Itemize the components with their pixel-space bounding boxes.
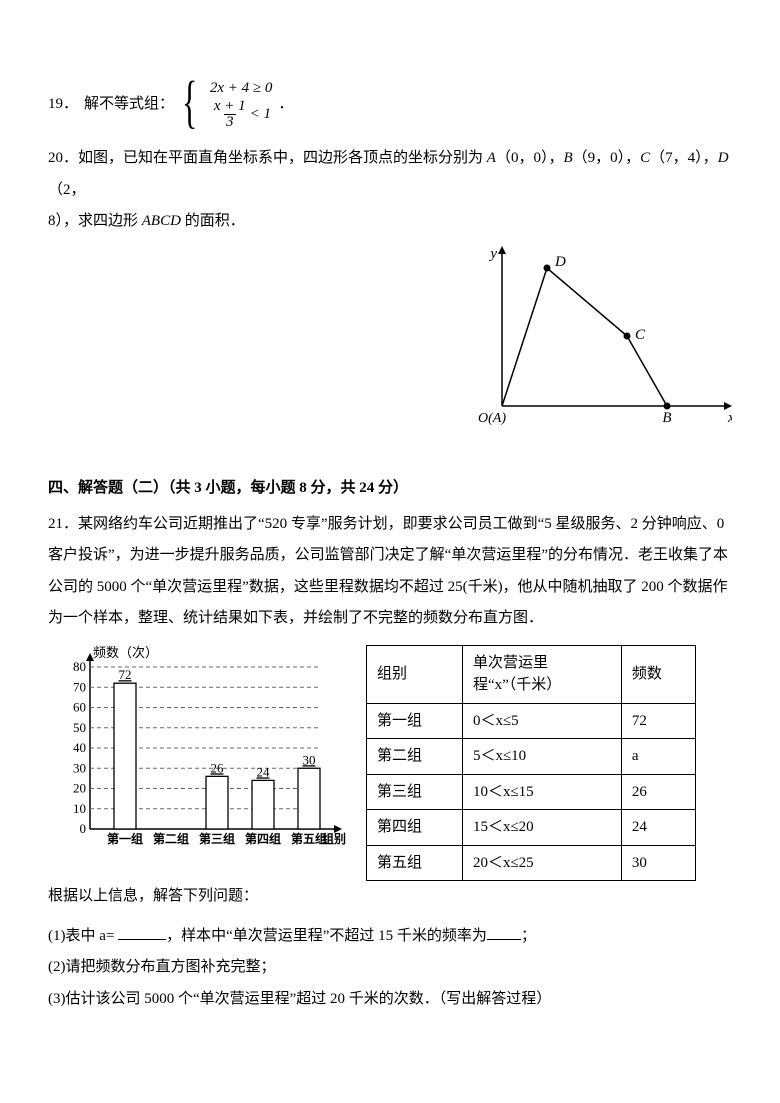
question-21: 21．某网络约车公司近期推出了“520 专享”服务计划，即要求公司员工做到“5 … bbox=[48, 509, 732, 1016]
system-rows: 2x + 4 ≥ 0 x + 1 3 < 1 bbox=[210, 75, 273, 133]
sub-q1-c: ； bbox=[521, 928, 536, 944]
coordinate-figure: y x D C O(A) B bbox=[472, 246, 732, 436]
table-cell: 15＜x≤20 bbox=[462, 810, 621, 846]
q19-end: ． bbox=[278, 90, 293, 119]
q21-number: 21． bbox=[48, 516, 78, 532]
table-cell: 5＜x≤10 bbox=[462, 739, 621, 775]
point-A-label: A bbox=[487, 150, 496, 166]
q20-figure-wrap: y x D C O(A) B bbox=[48, 246, 732, 447]
svg-text:80: 80 bbox=[73, 659, 86, 674]
table-row: 第五组20＜x≤2530 bbox=[367, 845, 696, 881]
histogram-chart: 频数（次） 10 20 30 40 50 60 70 80 0 72 第一组第二组 26 第三组 24 第四组… bbox=[48, 645, 348, 855]
sub-q3: (3)估计该公司 5000 个“单次营运里程”超过 20 千米的次数．（写出解答… bbox=[48, 984, 732, 1016]
svg-text:70: 70 bbox=[73, 679, 86, 694]
table-row: 第一组0＜x≤572 bbox=[367, 703, 696, 739]
sub-q2: (2)请把频数分布直方图补充完整； bbox=[48, 952, 732, 984]
col-range-l1: 单次营运里 bbox=[473, 655, 548, 671]
q20-text-a: 如图，已知在平面直角坐标系中，四边形各顶点的坐标分别为 bbox=[78, 150, 487, 166]
blank-b bbox=[487, 924, 521, 940]
svg-text:组别: 组别 bbox=[322, 831, 346, 846]
col-range: 单次营运里 程“x”（千米） bbox=[462, 645, 621, 703]
table-cell: 72 bbox=[621, 703, 695, 739]
fraction: x + 1 3 bbox=[212, 99, 248, 130]
col-group: 组别 bbox=[367, 645, 463, 703]
fraction-denominator: 3 bbox=[224, 114, 236, 130]
svg-text:30: 30 bbox=[303, 752, 316, 767]
point-C-label: C bbox=[640, 150, 650, 166]
svg-text:O(A): O(A) bbox=[478, 411, 506, 426]
table-cell: 第五组 bbox=[367, 845, 463, 881]
fraction-numerator: x + 1 bbox=[212, 99, 248, 114]
point-B-value: （9，0）， bbox=[573, 150, 641, 166]
point-A-value: （0，0）， bbox=[496, 150, 564, 166]
svg-text:第二组: 第二组 bbox=[153, 831, 189, 846]
q19-number: 19． bbox=[48, 90, 78, 119]
svg-text:y: y bbox=[488, 246, 497, 262]
sub-q1-b: ，样本中“单次营运里程”不超过 15 千米的频率为 bbox=[166, 928, 487, 944]
inequality-system: { 2x + 4 ≥ 0 x + 1 3 < 1 bbox=[182, 75, 272, 133]
table-cell: 第四组 bbox=[367, 810, 463, 846]
frequency-table: 组别 单次营运里 程“x”（千米） 频数 第一组0＜x≤572第二组5＜x≤10… bbox=[366, 645, 696, 882]
q20-number: 20． bbox=[48, 150, 78, 166]
table-row: 第三组10＜x≤1526 bbox=[367, 774, 696, 810]
table-cell: 10＜x≤15 bbox=[462, 774, 621, 810]
svg-text:20: 20 bbox=[73, 780, 86, 795]
svg-text:30: 30 bbox=[73, 760, 86, 775]
svg-text:0: 0 bbox=[80, 821, 87, 836]
point-B-label: B bbox=[563, 150, 572, 166]
svg-text:第四组: 第四组 bbox=[245, 831, 281, 846]
table-cell: 30 bbox=[621, 845, 695, 881]
sub-q1-a: (1)表中 a= bbox=[48, 928, 118, 944]
svg-text:26: 26 bbox=[211, 760, 225, 775]
abcd-label: ABCD bbox=[142, 213, 181, 229]
point-C-value: （7，4）， bbox=[650, 150, 718, 166]
left-brace-icon: { bbox=[182, 73, 197, 131]
q20-text-b: 8），求四边形 bbox=[48, 213, 142, 229]
svg-text:50: 50 bbox=[73, 719, 86, 734]
q21-after-body: 根据以上信息，解答下列问题： bbox=[48, 881, 732, 913]
svg-text:C: C bbox=[635, 327, 646, 343]
question-20: 20．如图，已知在平面直角坐标系中，四边形各顶点的坐标分别为 A（0，0），B（… bbox=[48, 143, 732, 238]
q19-stem: 解不等式组： bbox=[84, 90, 174, 119]
svg-text:24: 24 bbox=[257, 764, 271, 779]
table-cell: 第三组 bbox=[367, 774, 463, 810]
question-19: 19． 解不等式组： { 2x + 4 ≥ 0 x + 1 3 < 1 ． bbox=[48, 75, 732, 133]
sub-q1: (1)表中 a= ，样本中“单次营运里程”不超过 15 千米的频率为 ； bbox=[48, 921, 732, 953]
svg-text:40: 40 bbox=[73, 740, 86, 755]
svg-text:D: D bbox=[554, 254, 566, 270]
histogram-wrap: 频数（次） 10 20 30 40 50 60 70 80 0 72 第一组第二组 26 第三组 24 第四组… bbox=[48, 645, 348, 868]
table-cell: 26 bbox=[621, 774, 695, 810]
svg-text:频数（次）: 频数（次） bbox=[93, 645, 158, 660]
svg-text:第一组: 第一组 bbox=[107, 831, 143, 846]
point-D-value: （2， bbox=[48, 182, 86, 198]
compare-rhs: < 1 bbox=[250, 104, 271, 124]
table-cell: 24 bbox=[621, 810, 695, 846]
svg-text:第三组: 第三组 bbox=[199, 831, 235, 846]
system-line-1: 2x + 4 ≥ 0 bbox=[210, 78, 273, 98]
blank-a bbox=[118, 924, 166, 940]
table-row: 第二组5＜x≤10a bbox=[367, 739, 696, 775]
table-cell: 20＜x≤25 bbox=[462, 845, 621, 881]
svg-text:B: B bbox=[662, 410, 671, 426]
section-4-heading: 四、解答题（二）（共 3 小题，每小题 8 分，共 24 分） bbox=[48, 474, 732, 503]
svg-text:x: x bbox=[727, 410, 732, 426]
system-line-2: x + 1 3 < 1 bbox=[210, 99, 273, 130]
table-header-row: 组别 单次营运里 程“x”（千米） 频数 bbox=[367, 645, 696, 703]
q21-body: 频数（次）1020304050607080072第一组第二组26第三组24第四组… bbox=[48, 645, 732, 882]
table-row: 第四组15＜x≤2024 bbox=[367, 810, 696, 846]
q21-text: 某网络约车公司近期推出了“520 专享”服务计划，即要求公司员工做到“5 星级服… bbox=[48, 516, 728, 627]
svg-text:60: 60 bbox=[73, 699, 86, 714]
point-D-label: D bbox=[718, 150, 729, 166]
svg-text:10: 10 bbox=[73, 800, 86, 815]
q20-text-c: 的面积． bbox=[181, 213, 245, 229]
svg-text:72: 72 bbox=[119, 667, 132, 682]
table-cell: 第二组 bbox=[367, 739, 463, 775]
table-cell: 0＜x≤5 bbox=[462, 703, 621, 739]
sub-questions: (1)表中 a= ，样本中“单次营运里程”不超过 15 千米的频率为 ； (2)请… bbox=[48, 921, 732, 1016]
table-cell: 第一组 bbox=[367, 703, 463, 739]
table-cell: a bbox=[621, 739, 695, 775]
col-freq: 频数 bbox=[621, 645, 695, 703]
col-range-l2: 程“x”（千米） bbox=[473, 677, 561, 693]
